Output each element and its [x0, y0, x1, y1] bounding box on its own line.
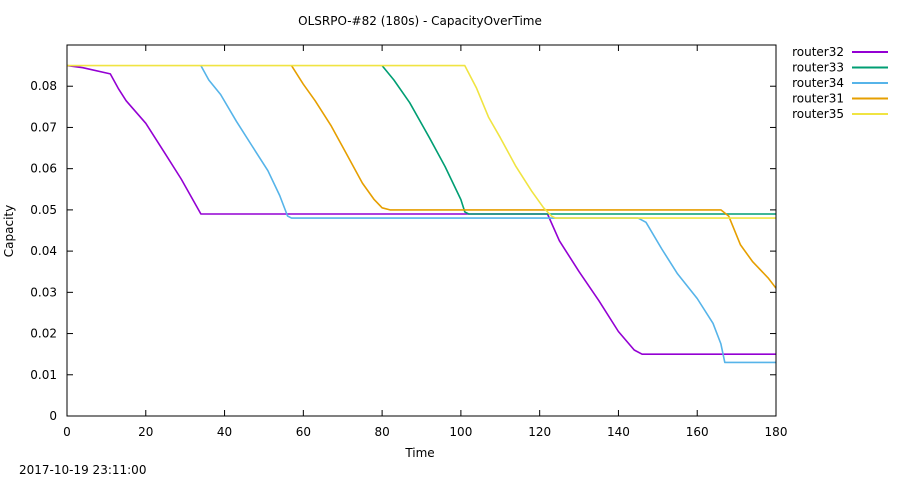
- axis-ticks: 0 20 40 60 80 100 120 140 160 180 0 0.01 0.02 0.03 0.0…: [30, 45, 787, 439]
- y-tick-label: 0.07: [30, 120, 57, 134]
- y-tick-label: 0.08: [30, 79, 57, 93]
- legend-label-router35: router35: [792, 107, 844, 121]
- x-tick-label: 120: [528, 425, 551, 439]
- chart-title: OLSRPO-#82 (180s) - CapacityOverTime: [298, 14, 542, 28]
- y-tick-label: 0.01: [30, 368, 57, 382]
- y-tick-label: 0.05: [30, 203, 57, 217]
- legend-label-router32: router32: [792, 45, 844, 59]
- x-tick-label: 140: [607, 425, 630, 439]
- x-tick-label: 180: [765, 425, 788, 439]
- series-line-router35: [67, 64, 776, 219]
- series-line-router34: [200, 65, 776, 364]
- y-tick-label: 0: [49, 409, 57, 423]
- series-line-router33: [381, 65, 776, 215]
- series-line-router32: [66, 64, 776, 356]
- y-tick-label: 0.03: [30, 285, 57, 299]
- series-line-router31: [290, 65, 777, 289]
- x-tick-label: 100: [449, 425, 472, 439]
- generation-timestamp: 2017-10-19 23:11:00: [19, 463, 147, 477]
- y-tick-label: 0.06: [30, 162, 57, 176]
- x-tick-label: 0: [63, 425, 71, 439]
- x-tick-label: 20: [138, 425, 153, 439]
- x-tick-label: 40: [217, 425, 232, 439]
- plot-area-frame: [66, 44, 777, 417]
- x-tick-label: 80: [374, 425, 389, 439]
- x-tick-label: 160: [686, 425, 709, 439]
- y-axis-label: Capacity: [2, 205, 16, 257]
- x-axis-label: Time: [404, 446, 434, 460]
- legend-label-router34: router34: [792, 76, 844, 90]
- x-tick-label: 60: [296, 425, 311, 439]
- series-lines: [66, 64, 777, 364]
- y-tick-label: 0.02: [30, 327, 57, 341]
- legend-label-router33: router33: [792, 61, 844, 75]
- legend-label-router31: router31: [792, 92, 844, 106]
- y-tick-label: 0.04: [30, 244, 57, 258]
